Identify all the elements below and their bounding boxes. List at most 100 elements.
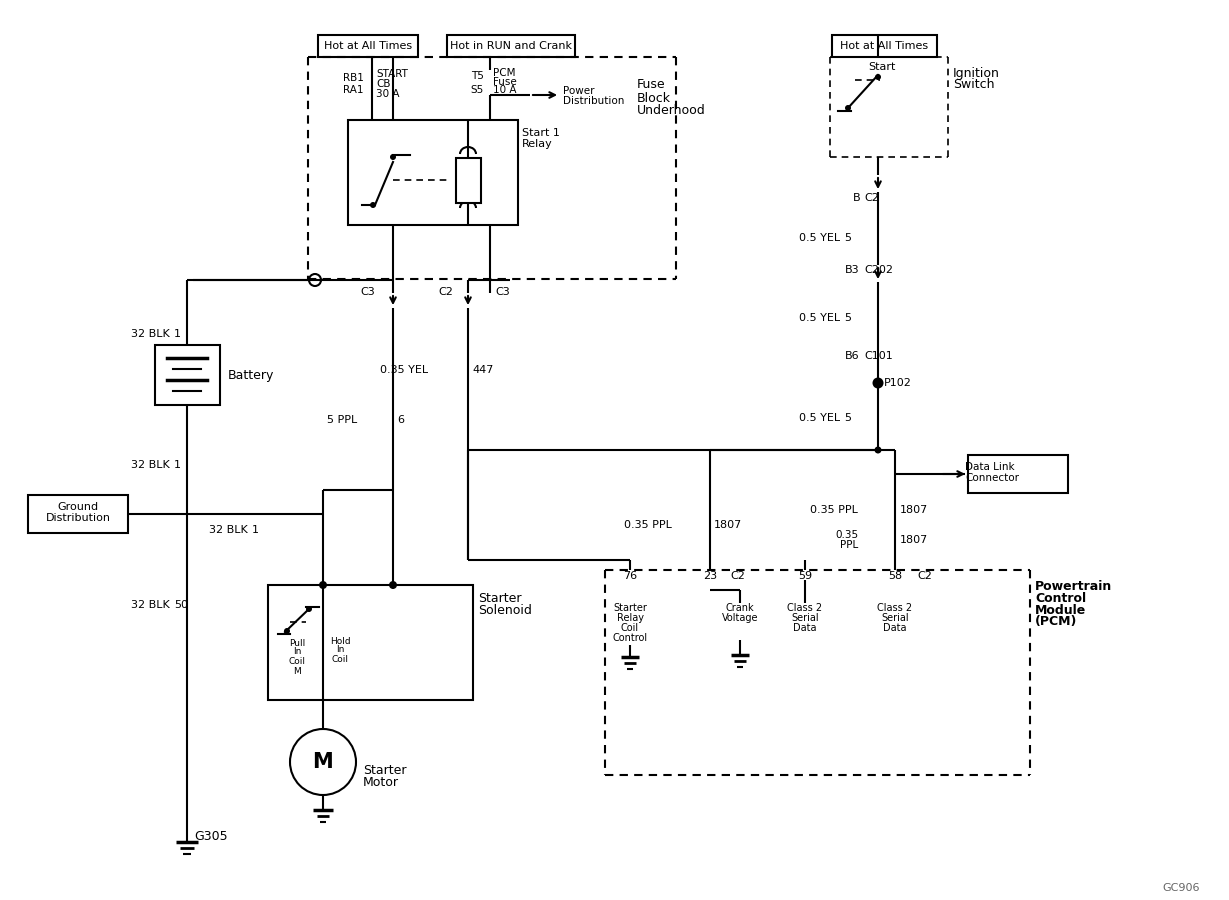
Text: Start: Start bbox=[868, 62, 896, 72]
Circle shape bbox=[306, 606, 312, 612]
Text: 0.5 YEL: 0.5 YEL bbox=[799, 313, 839, 323]
Text: 32 BLK: 32 BLK bbox=[132, 329, 170, 339]
Circle shape bbox=[290, 729, 356, 795]
Bar bbox=[155, 345, 220, 405]
Text: 32 BLK: 32 BLK bbox=[209, 525, 248, 535]
Bar bbox=[832, 35, 936, 57]
Text: 1: 1 bbox=[252, 525, 259, 535]
Text: 58: 58 bbox=[887, 571, 902, 581]
Text: 76: 76 bbox=[623, 571, 637, 581]
Circle shape bbox=[875, 446, 881, 454]
Bar bbox=[348, 120, 517, 225]
Text: 0.5 YEL: 0.5 YEL bbox=[799, 413, 839, 423]
Circle shape bbox=[308, 274, 321, 286]
Text: C101: C101 bbox=[864, 351, 892, 361]
Circle shape bbox=[284, 628, 290, 634]
Bar bbox=[268, 585, 473, 700]
Circle shape bbox=[390, 581, 397, 589]
Bar bbox=[28, 495, 128, 533]
Text: Hot at All Times: Hot at All Times bbox=[839, 41, 928, 51]
Circle shape bbox=[873, 377, 884, 389]
Text: 59: 59 bbox=[798, 571, 812, 581]
Text: Motor: Motor bbox=[363, 776, 399, 788]
Text: G305: G305 bbox=[194, 830, 227, 842]
Text: Fuse: Fuse bbox=[637, 78, 666, 92]
Text: 0.35 PPL: 0.35 PPL bbox=[624, 520, 672, 530]
Text: Ground: Ground bbox=[58, 502, 98, 512]
Text: RB1: RB1 bbox=[343, 73, 364, 83]
Text: In: In bbox=[293, 647, 301, 656]
Text: B3: B3 bbox=[846, 265, 860, 275]
Text: Distribution: Distribution bbox=[563, 96, 624, 106]
Text: (PCM): (PCM) bbox=[1035, 616, 1078, 628]
Text: Pull: Pull bbox=[289, 638, 305, 647]
Text: C2: C2 bbox=[730, 571, 745, 581]
Text: 0.5 YEL: 0.5 YEL bbox=[799, 233, 839, 243]
Text: Start 1: Start 1 bbox=[522, 128, 560, 138]
Text: RA1: RA1 bbox=[343, 85, 364, 95]
Text: Starter: Starter bbox=[478, 591, 521, 605]
Text: Switch: Switch bbox=[952, 77, 994, 91]
Text: 1807: 1807 bbox=[900, 535, 928, 545]
Circle shape bbox=[320, 581, 327, 589]
Bar bbox=[447, 35, 575, 57]
Text: Coil: Coil bbox=[332, 654, 349, 663]
Text: Hold: Hold bbox=[329, 636, 350, 645]
Bar bbox=[968, 455, 1068, 493]
Text: 1807: 1807 bbox=[714, 520, 742, 530]
Text: 32 BLK: 32 BLK bbox=[132, 600, 170, 610]
Text: 10 A: 10 A bbox=[493, 85, 516, 95]
Text: C2: C2 bbox=[438, 287, 454, 297]
Text: Solenoid: Solenoid bbox=[478, 604, 532, 617]
Text: 0.35: 0.35 bbox=[834, 530, 858, 540]
Text: C2: C2 bbox=[917, 571, 932, 581]
Text: Module: Module bbox=[1035, 604, 1086, 617]
Text: Block: Block bbox=[637, 92, 671, 104]
Text: CB: CB bbox=[376, 79, 391, 89]
Text: Starter: Starter bbox=[613, 603, 646, 613]
Text: Data Link: Data Link bbox=[965, 462, 1015, 472]
Text: 23: 23 bbox=[703, 571, 717, 581]
Text: Powertrain: Powertrain bbox=[1035, 580, 1112, 592]
Text: C2: C2 bbox=[864, 193, 879, 203]
Text: 447: 447 bbox=[472, 365, 493, 375]
Text: Crank: Crank bbox=[725, 603, 755, 613]
Text: Serial: Serial bbox=[791, 613, 819, 623]
Circle shape bbox=[370, 202, 376, 208]
Circle shape bbox=[846, 105, 850, 111]
Text: Relay: Relay bbox=[617, 613, 644, 623]
Text: 5: 5 bbox=[844, 233, 850, 243]
Text: Control: Control bbox=[612, 633, 648, 643]
Text: Ignition: Ignition bbox=[952, 67, 1000, 79]
Text: 0.35 YEL: 0.35 YEL bbox=[380, 365, 428, 375]
Text: PPL: PPL bbox=[839, 540, 858, 550]
Circle shape bbox=[390, 154, 396, 160]
Text: PCM: PCM bbox=[493, 68, 515, 78]
Text: Coil: Coil bbox=[621, 623, 639, 633]
Text: Voltage: Voltage bbox=[721, 613, 758, 623]
Bar bbox=[456, 158, 481, 203]
Text: 1: 1 bbox=[175, 460, 181, 470]
Text: Coil: Coil bbox=[289, 656, 306, 665]
Text: Hot in RUN and Crank: Hot in RUN and Crank bbox=[450, 41, 571, 51]
Text: 5 PPL: 5 PPL bbox=[327, 415, 356, 425]
Text: Serial: Serial bbox=[881, 613, 908, 623]
Text: 5: 5 bbox=[844, 313, 850, 323]
Text: Underhood: Underhood bbox=[637, 104, 705, 118]
Text: Connector: Connector bbox=[965, 473, 1019, 483]
Text: 50: 50 bbox=[175, 600, 188, 610]
Text: 6: 6 bbox=[397, 415, 404, 425]
Text: Battery: Battery bbox=[229, 368, 274, 382]
Text: 30 A: 30 A bbox=[376, 89, 399, 99]
Text: 5: 5 bbox=[844, 413, 850, 423]
Text: 1807: 1807 bbox=[900, 505, 928, 515]
Text: C202: C202 bbox=[864, 265, 893, 275]
Text: 1: 1 bbox=[175, 329, 181, 339]
Text: B: B bbox=[853, 193, 860, 203]
Text: Distribution: Distribution bbox=[45, 513, 111, 523]
Text: 32 BLK: 32 BLK bbox=[132, 460, 170, 470]
Text: START: START bbox=[376, 69, 408, 79]
Text: C3: C3 bbox=[360, 287, 375, 297]
Text: Relay: Relay bbox=[522, 139, 553, 149]
Text: GC906: GC906 bbox=[1163, 883, 1200, 893]
